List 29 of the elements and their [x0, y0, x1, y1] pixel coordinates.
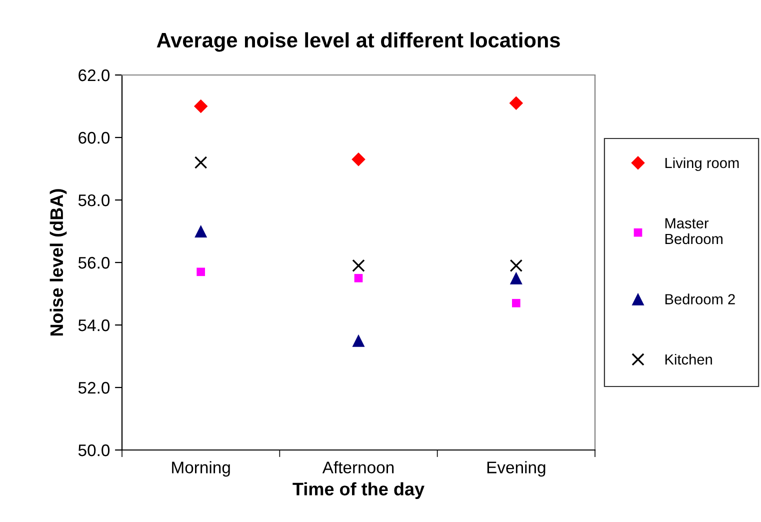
- y-tick-label: 56.0: [78, 256, 110, 269]
- x-axis-title: Time of the day: [292, 482, 424, 500]
- point: [352, 259, 365, 272]
- y-axis-title: Noise level (dBA): [50, 189, 67, 336]
- y-tick-label: 62.0: [78, 69, 110, 82]
- y-tick-label: 50.0: [78, 444, 110, 456]
- chart-title: Average noise level at different locations: [156, 32, 560, 52]
- point: [194, 156, 208, 169]
- point: [352, 152, 366, 166]
- point: [509, 96, 524, 110]
- point: [352, 334, 365, 347]
- legend-label: Master Bedroom: [665, 218, 722, 244]
- x-tick-label: Evening: [487, 461, 546, 477]
- point: [196, 268, 205, 276]
- point: [510, 272, 522, 284]
- y-tick-label: 54.0: [78, 319, 110, 332]
- point: [510, 259, 523, 272]
- x-tick-label: Afternoon: [322, 461, 394, 474]
- x-tick-label: Morning: [172, 461, 230, 477]
- y-tick-label: 52.0: [78, 382, 110, 394]
- legend-label: Kitchen: [665, 354, 712, 365]
- y-tick-label: 58.0: [78, 194, 110, 206]
- legend-label: Living room: [665, 157, 739, 172]
- y-tick-label: 60.0: [78, 132, 110, 144]
- point: [194, 99, 208, 114]
- point: [512, 298, 520, 308]
- legend-label: Bedroom 2: [665, 294, 735, 304]
- point: [354, 274, 363, 282]
- point: [194, 225, 208, 238]
